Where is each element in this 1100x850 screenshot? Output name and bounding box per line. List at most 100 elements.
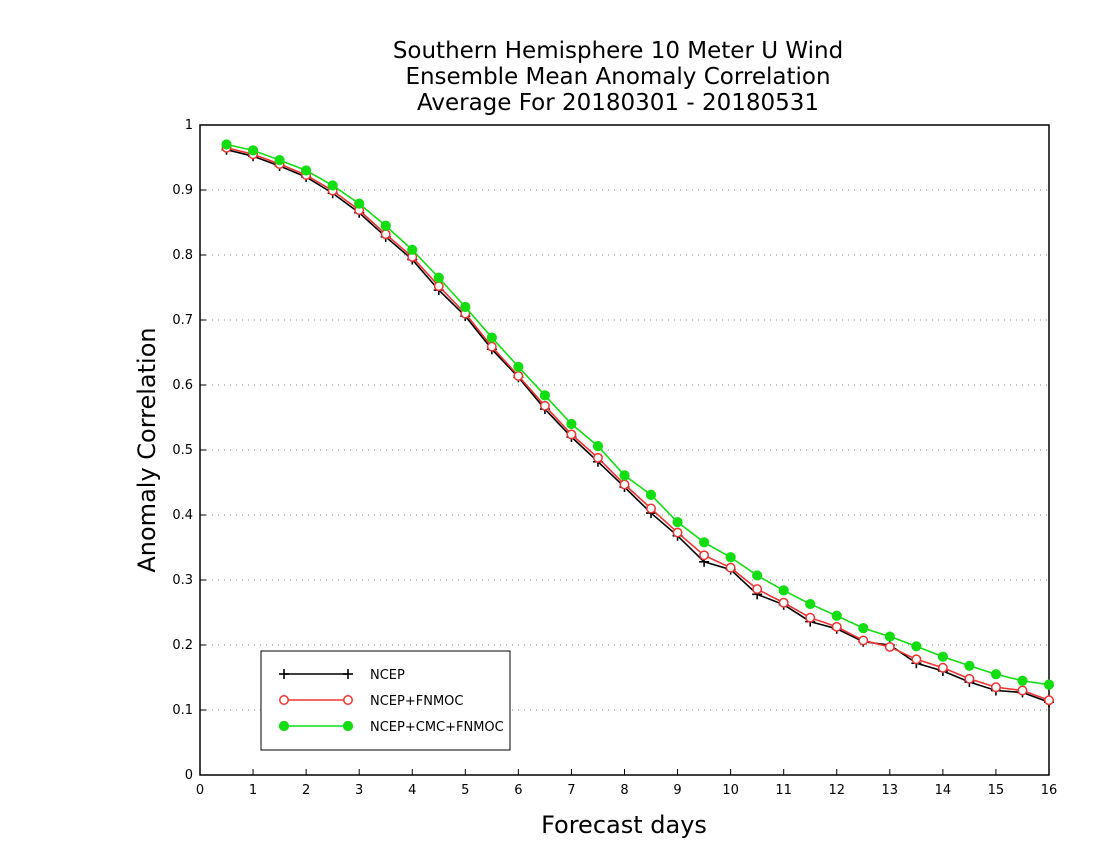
y-tick-label: 0.6	[172, 378, 193, 393]
gridlines	[200, 189, 1049, 711]
data-point	[831, 610, 842, 621]
data-point	[805, 598, 816, 610]
data-point	[858, 635, 869, 646]
data-point	[433, 272, 444, 283]
data-point	[513, 370, 524, 381]
x-tick-label: 0	[196, 783, 204, 798]
title-line-1: Southern Hemisphere 10 Meter U Wind	[393, 38, 843, 64]
data-point	[725, 562, 736, 573]
x-tick-label: 8	[620, 783, 628, 798]
data-point	[884, 631, 895, 642]
data-point	[1017, 685, 1028, 696]
data-point	[566, 418, 577, 430]
chart-title: Southern Hemisphere 10 Meter U WindEnsem…	[393, 38, 843, 116]
data-point	[1044, 695, 1054, 706]
data-point	[752, 584, 763, 595]
data-point	[247, 145, 259, 156]
series-ncep	[221, 144, 1054, 708]
data-point	[672, 527, 683, 538]
legend-marker	[343, 669, 353, 679]
data-point	[911, 641, 922, 652]
data-point	[513, 361, 524, 372]
y-tick-label: 0.9	[172, 183, 193, 198]
x-tick-label: 12	[828, 783, 845, 798]
data-point	[380, 229, 391, 240]
x-tick-label: 2	[302, 783, 310, 798]
legend-item: NCEP+CMC+FNMOC	[278, 720, 504, 735]
data-point	[486, 341, 497, 352]
x-tick-label: 3	[355, 783, 363, 798]
data-point	[433, 281, 444, 292]
data-point	[858, 623, 869, 634]
data-point	[407, 244, 418, 255]
series-line	[226, 148, 1050, 703]
x-axis-label: Forecast days	[541, 811, 707, 839]
axis-ticks: 0 1 2 3 4 5 6 7 8 9 10 11 12 13 14 15 1600.10.20.30.40.5…	[172, 118, 1057, 798]
data-point	[990, 682, 1001, 693]
legend-label: NCEP+CMC+FNMOC	[370, 720, 504, 735]
legend: NCEP NCEP+FNMOC NCEP+CMC+FNMOC	[260, 650, 511, 751]
x-tick-label: 13	[882, 783, 899, 798]
x-tick-label: 4	[408, 783, 416, 798]
legend-marker	[342, 720, 354, 732]
data-point	[964, 673, 975, 684]
x-tick-label: 9	[673, 783, 681, 798]
data-point	[539, 400, 550, 411]
data-point	[752, 570, 763, 581]
data-point	[831, 621, 842, 632]
x-tick-label: 15	[988, 783, 1005, 798]
data-point	[884, 642, 895, 652]
data-point	[1017, 675, 1028, 686]
data-point	[698, 537, 710, 548]
legend-marker	[279, 695, 289, 705]
data-point	[327, 180, 338, 191]
legend-item: NCEP	[279, 668, 405, 683]
data-point	[619, 479, 630, 490]
y-tick-label: 0.8	[172, 248, 193, 263]
legend-label: NCEP	[370, 668, 405, 683]
data-point	[990, 669, 1002, 680]
y-tick-label: 0.3	[172, 573, 193, 588]
series-lines	[221, 139, 1055, 708]
title-line-3: Average For 20180301 - 20180531	[417, 90, 819, 116]
data-point	[645, 489, 657, 500]
legend-marker	[278, 720, 290, 732]
data-point	[672, 517, 683, 528]
x-tick-label: 6	[514, 783, 522, 798]
x-tick-label: 16	[1041, 783, 1058, 798]
y-tick-label: 0	[185, 768, 193, 783]
x-tick-label: 11	[775, 783, 792, 798]
x-tick-label: 10	[722, 783, 739, 798]
y-tick-label: 0.7	[172, 313, 193, 328]
data-point	[699, 550, 710, 561]
x-tick-label: 5	[461, 783, 469, 798]
data-point	[380, 220, 391, 231]
x-tick-label: 14	[935, 783, 952, 798]
data-point	[592, 441, 604, 452]
title-line-2: Ensemble Mean Anomaly Correlation	[405, 64, 830, 90]
legend-label: NCEP+FNMOC	[370, 694, 463, 709]
data-point	[593, 452, 603, 463]
x-tick-label: 7	[567, 783, 575, 798]
data-point	[937, 662, 948, 673]
y-axis-label: Anomaly Correlation	[133, 327, 161, 572]
data-point	[619, 470, 630, 481]
y-tick-label: 0.2	[172, 638, 193, 653]
series-ncep-fnmoc	[221, 142, 1054, 706]
data-point	[911, 654, 922, 665]
data-point	[725, 552, 736, 563]
y-tick-label: 1	[185, 118, 193, 133]
data-point	[805, 612, 816, 623]
data-point	[1043, 679, 1055, 690]
y-tick-label: 0.1	[172, 703, 193, 718]
series-line	[226, 146, 1050, 702]
y-tick-label: 0.4	[172, 508, 193, 523]
data-point	[566, 429, 577, 440]
data-point	[460, 301, 471, 313]
data-point	[937, 651, 948, 662]
x-tick-label: 1	[249, 783, 257, 798]
data-point	[221, 139, 232, 150]
series-ncep-cmc-fnmoc	[221, 139, 1055, 690]
y-tick-label: 0.5	[172, 443, 193, 458]
